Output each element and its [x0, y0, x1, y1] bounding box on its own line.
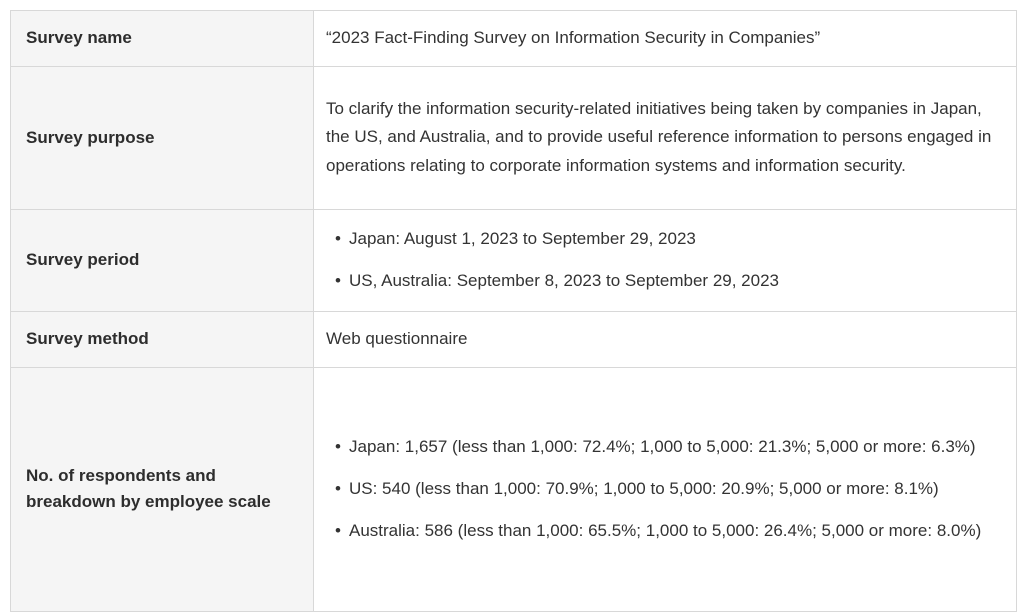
- survey-period-list: Japan: August 1, 2023 to September 29, 2…: [326, 223, 1002, 298]
- row-label-respondents: No. of respondents and breakdown by empl…: [10, 366, 314, 612]
- survey-purpose-text: To clarify the information security-rela…: [326, 98, 992, 176]
- row-label-survey-method: Survey method: [10, 310, 314, 368]
- table-row-respondents: No. of respondents and breakdown by empl…: [10, 366, 1017, 612]
- row-value-survey-name: “2023 Fact-Finding Survey on Information…: [313, 10, 1017, 67]
- respondents-list: Japan: 1,657 (less than 1,000: 72.4%; 1,…: [326, 431, 1002, 548]
- row-label-survey-name: Survey name: [10, 10, 314, 67]
- list-item: Japan: 1,657 (less than 1,000: 72.4%; 1,…: [335, 431, 1002, 464]
- row-value-survey-method: Web questionnaire: [313, 310, 1017, 368]
- table-row-survey-method: Survey method Web questionnaire: [10, 310, 1017, 368]
- row-value-survey-period: Japan: August 1, 2023 to September 29, 2…: [313, 208, 1017, 312]
- survey-method-text: Web questionnaire: [326, 328, 468, 348]
- table-row-survey-period: Survey period Japan: August 1, 2023 to S…: [10, 208, 1017, 312]
- row-value-respondents: Japan: 1,657 (less than 1,000: 72.4%; 1,…: [313, 366, 1017, 612]
- survey-name-text: “2023 Fact-Finding Survey on Information…: [326, 28, 821, 47]
- table-row-survey-purpose: Survey purpose To clarify the informatio…: [10, 65, 1017, 210]
- list-item: Japan: August 1, 2023 to September 29, 2…: [335, 223, 1002, 256]
- row-value-survey-purpose: To clarify the information security-rela…: [313, 65, 1017, 210]
- table-row-survey-name: Survey name “2023 Fact-Finding Survey on…: [10, 10, 1017, 67]
- row-label-survey-period: Survey period: [10, 208, 314, 312]
- list-item: US, Australia: September 8, 2023 to Sept…: [335, 265, 1002, 298]
- survey-overview-table: Survey name “2023 Fact-Finding Survey on…: [10, 10, 1017, 612]
- row-label-survey-purpose: Survey purpose: [10, 65, 314, 210]
- list-item: Australia: 586 (less than 1,000: 65.5%; …: [335, 515, 1002, 548]
- list-item: US: 540 (less than 1,000: 70.9%; 1,000 t…: [335, 473, 1002, 506]
